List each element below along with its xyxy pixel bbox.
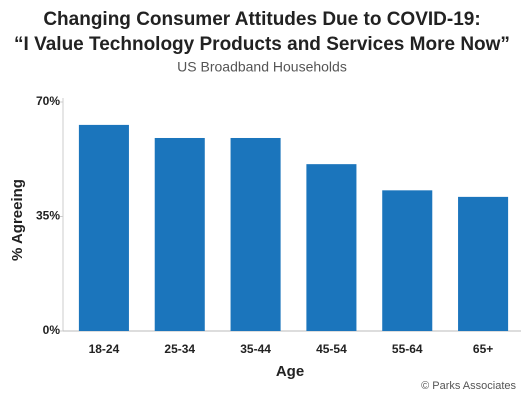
x-axis-label: Age: [276, 363, 304, 380]
y-axis-label: % Agreeing: [9, 179, 26, 261]
bar: [306, 164, 357, 331]
y-tick-label: 70%: [36, 94, 60, 108]
x-tick-label: 18-24: [89, 342, 120, 356]
bar: [230, 137, 281, 331]
bar: [78, 124, 129, 332]
bar: [154, 137, 205, 331]
chart-title: “I Value Technology Products and Service…: [14, 34, 510, 55]
y-tick-label: 35%: [36, 209, 60, 223]
chart-title: Changing Consumer Attitudes Due to COVID…: [43, 9, 480, 30]
chart-subtitle: US Broadband Households: [177, 59, 347, 75]
source: © Parks Associates: [421, 380, 516, 392]
x-tick-label: 25-34: [164, 342, 195, 356]
x-tick-label: 35-44: [240, 342, 271, 356]
y-tick-label: 0%: [43, 323, 61, 337]
x-tick-label: 45-54: [316, 342, 347, 356]
bar: [458, 196, 509, 331]
x-tick-label: 65+: [473, 342, 493, 356]
bar: [382, 190, 433, 331]
x-tick-label: 55-64: [392, 342, 423, 356]
